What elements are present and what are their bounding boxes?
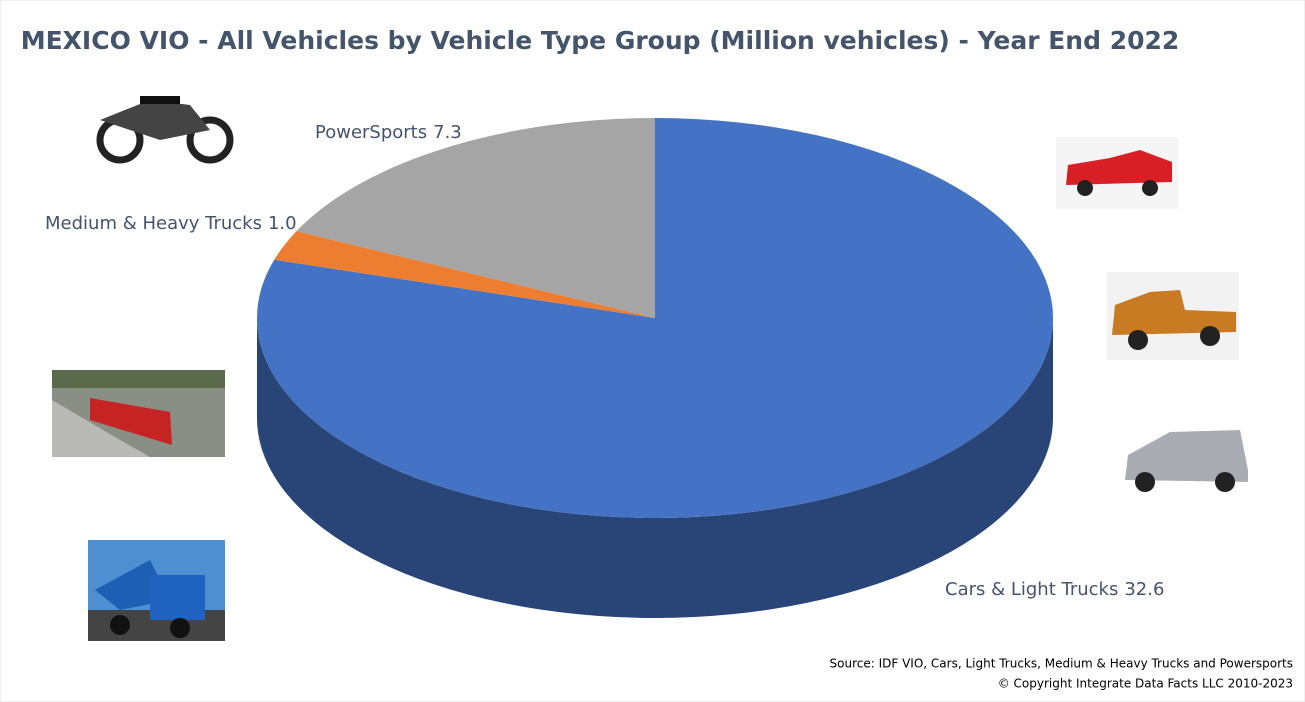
data-label: Medium & Heavy Trucks 1.0 [45,213,297,234]
convertible-image [1056,137,1178,209]
chart-title: MEXICO VIO - All Vehicles by Vehicle Typ… [21,26,1180,55]
pickup-image [1107,272,1239,360]
label-name: PowerSports [315,122,427,143]
data-label: PowerSports 7.3 [315,122,462,143]
slice [274,231,655,318]
label-name: Cars & Light Trucks [945,579,1118,600]
label-value: 1.0 [268,213,297,234]
slice-side [257,318,1053,618]
slice [257,118,1053,518]
label-value: 32.6 [1124,579,1164,600]
minivan-image [1125,430,1248,492]
motorcycle-image [96,96,234,164]
label-value: 7.3 [433,122,462,143]
dump-truck-image [88,540,225,641]
slice [296,117,655,318]
bus-image [52,370,225,457]
copyright: © Copyright Integrate Data Facts LLC 201… [998,677,1293,691]
source: Source: IDF VIO, Cars, Light Trucks, Med… [830,657,1293,671]
label-name: Medium & Heavy Trucks [45,213,262,234]
data-label: Cars & Light Trucks 32.6 [945,579,1164,600]
